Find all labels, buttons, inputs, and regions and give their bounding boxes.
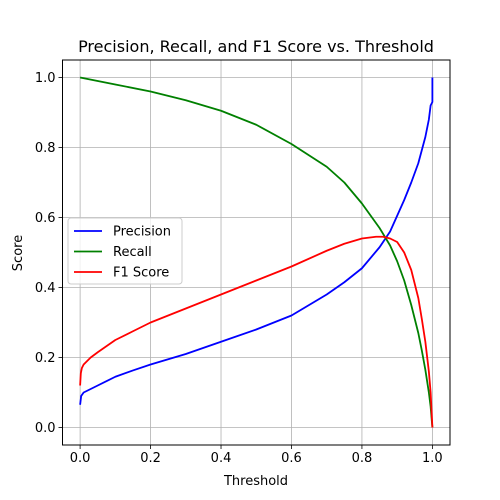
x-tick-label: 0.8 (352, 451, 373, 466)
x-axis-label: Threshold (223, 474, 288, 489)
f1-score-line (79, 235, 434, 428)
ticks: 0.0 0.2 0.4 0.6 0.8 1.0 0.0 0.2 0.4 0.6 0.8 1.0 (35, 71, 443, 466)
plot-frame (62, 59, 451, 446)
y-tick-label: 1.0 (35, 71, 56, 86)
legend: Precision Recall F1 Score (67, 217, 183, 285)
chart-title: Precision, Recall, and F1 Score vs. Thre… (78, 37, 434, 56)
legend-box (67, 217, 183, 285)
y-axis-label: Score (11, 235, 26, 271)
x-tick-label: 0.4 (211, 451, 232, 466)
y-tick-label: 0.0 (35, 421, 56, 436)
x-tick-label: 0.0 (70, 451, 91, 466)
legend-label-f1-score: F1 Score (113, 266, 169, 281)
x-tick-label: 1.0 (422, 451, 443, 466)
legend-label-precision: Precision (113, 225, 171, 240)
x-tick-label: 0.2 (140, 451, 161, 466)
y-tick-label: 0.4 (35, 281, 56, 296)
recall-line (79, 76, 434, 428)
precision-line (79, 77, 434, 405)
y-tick-label: 0.2 (35, 351, 56, 366)
legend-label-recall: Recall (113, 245, 152, 260)
y-tick-label: 0.8 (35, 141, 56, 156)
x-tick-label: 0.6 (281, 451, 302, 466)
y-tick-label: 0.6 (35, 211, 56, 226)
series-layer (79, 76, 434, 428)
